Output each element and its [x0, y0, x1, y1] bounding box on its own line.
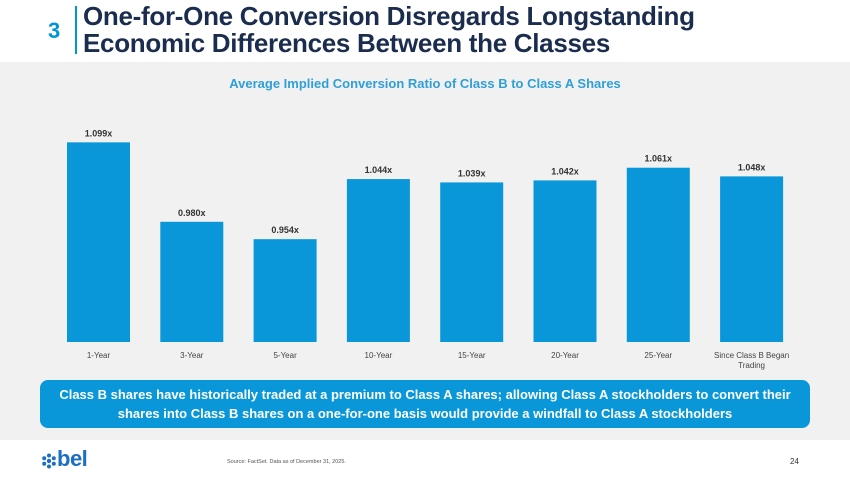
- section-number: 3: [48, 18, 61, 43]
- slide-header: 3 One-for-One Conversion Disregards Long…: [0, 0, 850, 62]
- bar-1-year: [67, 142, 130, 342]
- section-divider: [75, 6, 77, 54]
- bar-20-year: [533, 180, 597, 342]
- callout-box: Class B shares have historically traded …: [40, 380, 810, 428]
- category-label: 3-Year: [180, 351, 204, 360]
- category-label: 5-Year: [273, 351, 297, 360]
- data-label: 0.954x: [271, 225, 299, 235]
- data-label: 1.099x: [85, 128, 113, 138]
- callout-line-1: Class B shares have historically traded …: [59, 387, 791, 402]
- source-note: Source: FactSet. Data as of December 31,…: [227, 459, 346, 465]
- bar-3-year: [160, 221, 224, 342]
- category-label: 20-Year: [551, 351, 579, 360]
- data-label: 1.042x: [551, 166, 579, 176]
- bar-5-year: [253, 239, 317, 342]
- callout-line-2: shares into Class B shares on a one-for-…: [117, 406, 733, 421]
- chart-panel: [0, 62, 850, 440]
- bel-flower-icon: [42, 453, 56, 469]
- bar-since-class-b-began-trading: [720, 176, 784, 342]
- data-label: 1.061x: [645, 154, 673, 164]
- slide-title-line-2: Economic Differences Between the Classes: [83, 28, 610, 58]
- bar-15-year: [440, 182, 504, 342]
- category-label: 10-Year: [365, 351, 393, 360]
- category-label: 1-Year: [87, 351, 111, 360]
- logo-wordmark: bel: [57, 446, 88, 471]
- data-label: 1.048x: [738, 162, 766, 172]
- data-label: 1.044x: [365, 165, 393, 175]
- bar-25-year: [626, 167, 690, 342]
- data-label: 0.980x: [178, 208, 206, 218]
- category-label: 15-Year: [458, 351, 486, 360]
- category-label: Since Class B Began: [714, 351, 789, 360]
- chart-title: Average Implied Conversion Ratio of Clas…: [229, 76, 621, 91]
- data-label: 1.039x: [458, 168, 486, 178]
- slide-footer: [0, 440, 850, 480]
- category-label: 25-Year: [644, 351, 672, 360]
- page-number: 24: [790, 457, 799, 466]
- slide-title-line-1: One-for-One Conversion Disregards Longst…: [83, 1, 695, 31]
- slide-title: One-for-One Conversion Disregards Longst…: [83, 3, 695, 57]
- category-label: Trading: [738, 361, 765, 370]
- bar-10-year: [346, 179, 410, 342]
